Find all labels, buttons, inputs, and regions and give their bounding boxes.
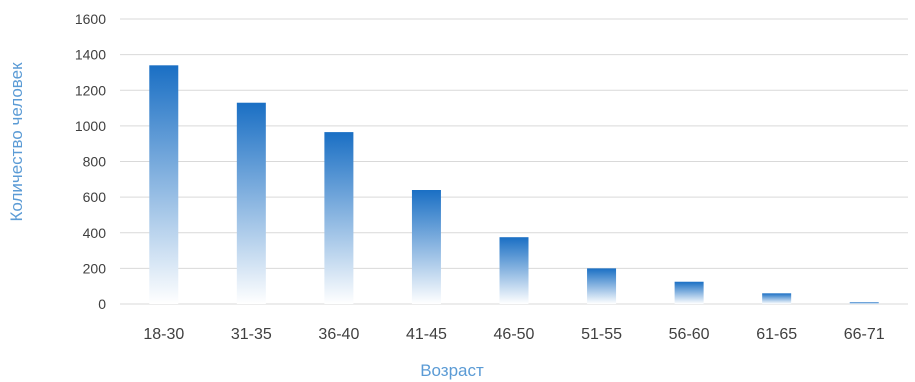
y-tick-label: 200 bbox=[83, 260, 107, 276]
y-tick-label: 1000 bbox=[75, 118, 106, 134]
y-tick-label: 600 bbox=[83, 189, 107, 205]
y-tick-label: 400 bbox=[83, 225, 107, 241]
x-tick-label: 66-71 bbox=[844, 326, 885, 343]
bar-51-55 bbox=[587, 268, 617, 304]
y-tick-label: 800 bbox=[83, 154, 107, 170]
y-tick-label: 0 bbox=[98, 296, 106, 312]
x-axis-ticks: 18-30 31-35 36-40 41-45 46-50 51-55 56-60 61-65… bbox=[143, 326, 884, 343]
x-tick-label: 31-35 bbox=[231, 326, 272, 343]
x-tick-label: 56-60 bbox=[669, 326, 710, 343]
y-axis-ticks: 0 200 400 600 800 1000 1200 1400 1600 bbox=[75, 11, 106, 312]
x-tick-label: 36-40 bbox=[318, 326, 359, 343]
bar-61-65 bbox=[762, 293, 792, 304]
bar-56-60 bbox=[674, 281, 704, 304]
bars bbox=[149, 65, 879, 304]
x-tick-label: 51-55 bbox=[581, 326, 622, 343]
bar-18-30 bbox=[149, 65, 179, 304]
x-tick-label: 41-45 bbox=[406, 326, 447, 343]
bar-66-71 bbox=[849, 302, 879, 304]
x-axis-title: Возраст bbox=[420, 361, 484, 380]
x-tick-label: 61-65 bbox=[756, 326, 797, 343]
bar-41-45 bbox=[411, 190, 441, 304]
x-tick-label: 46-50 bbox=[494, 326, 535, 343]
bar-46-50 bbox=[499, 237, 529, 304]
y-tick-label: 1200 bbox=[75, 82, 106, 98]
bar-31-35 bbox=[236, 102, 266, 304]
y-tick-label: 1400 bbox=[75, 47, 106, 63]
y-tick-label: 1600 bbox=[75, 11, 106, 27]
bar-36-40 bbox=[324, 132, 354, 304]
x-tick-label: 18-30 bbox=[143, 326, 184, 343]
y-axis-title: Количество человек bbox=[7, 62, 26, 222]
